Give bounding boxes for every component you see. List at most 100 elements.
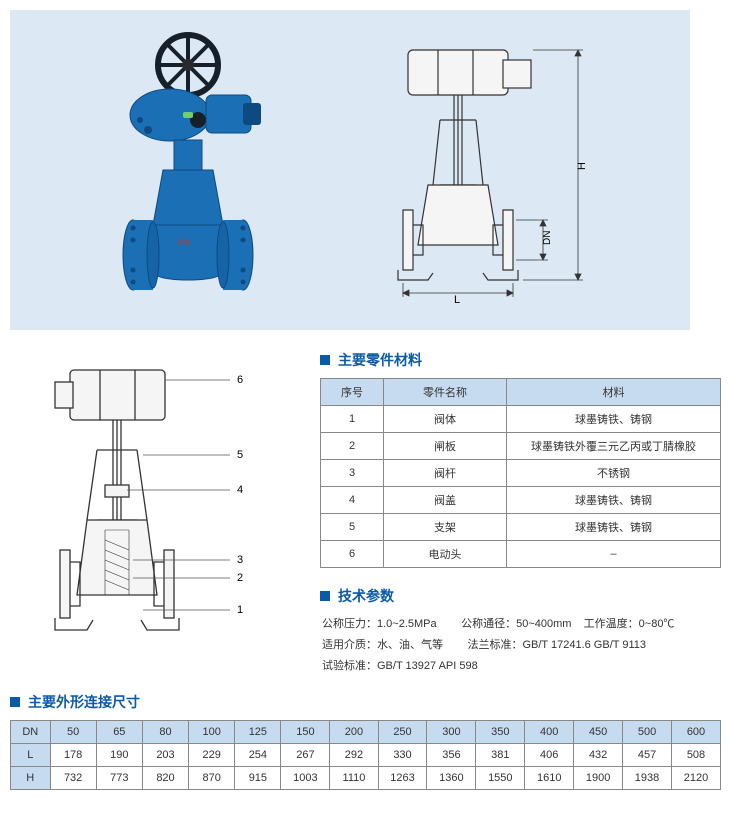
table-cell: 508	[671, 743, 720, 766]
table-row: 2闸板球墨铸铁外覆三元乙丙或丁腈橡胶	[321, 433, 721, 460]
table-cell: 870	[189, 766, 235, 789]
table-cell: 不锈钢	[507, 460, 721, 487]
materials-col: 零件名称	[384, 379, 507, 406]
table-cell: 178	[50, 743, 96, 766]
dimensions-table: DN50658010012515020025030035040045050060…	[10, 720, 721, 790]
tech-flange: 法兰标准：GB/T 17241.6 GB/T 9113	[467, 639, 646, 651]
part-label-6: 6	[237, 374, 243, 386]
table-cell: 773	[96, 766, 142, 789]
svg-text:KM: KM	[178, 238, 190, 247]
tech-test: 试验标准：GB/T 13927 API 598	[322, 660, 478, 672]
dim-col: 400	[525, 720, 574, 743]
tech-medium: 适用介质：水、油、气等	[322, 639, 443, 651]
part-label-3: 3	[237, 554, 243, 566]
materials-table: 序号零件名称材料1阀体球墨铸铁、铸钢2闸板球墨铸铁外覆三元乙丙或丁腈橡胶3阀杆不…	[320, 378, 721, 568]
table-cell: 1	[321, 406, 384, 433]
part-label-2: 2	[237, 572, 243, 584]
dim-col: 200	[330, 720, 378, 743]
table-cell: 4	[321, 487, 384, 514]
dim-label-dn: DN	[542, 231, 553, 245]
table-cell: 电动头	[384, 541, 507, 568]
dim-col: 125	[235, 720, 281, 743]
bullet-icon	[10, 697, 20, 707]
table-row: 3阀杆不锈钢	[321, 460, 721, 487]
table-cell: 1263	[378, 766, 427, 789]
table-cell: 292	[330, 743, 378, 766]
tech-diameter: 公称通径：50~400mm	[461, 618, 571, 630]
table-cell: 闸板	[384, 433, 507, 460]
table-cell: 229	[189, 743, 235, 766]
table-cell: 阀盖	[384, 487, 507, 514]
table-cell: 1610	[525, 766, 574, 789]
table-cell: 1938	[623, 766, 672, 789]
table-cell: –	[507, 541, 721, 568]
tech-params: 公称压力：1.0~2.5MPa 公称通径：50~400mm 工作温度：0~80℃…	[320, 614, 721, 677]
dim-col: 500	[623, 720, 672, 743]
table-cell: 球墨铸铁、铸钢	[507, 406, 721, 433]
dim-col: 80	[142, 720, 188, 743]
table-row: H732773820870915100311101263136015501610…	[11, 766, 721, 789]
table-cell: H	[11, 766, 51, 789]
table-cell: 2	[321, 433, 384, 460]
dim-col: 250	[378, 720, 427, 743]
dimensions-title: 主要外形连接尺寸	[28, 692, 140, 712]
table-cell: L	[11, 743, 51, 766]
table-row: 1阀体球墨铸铁、铸钢	[321, 406, 721, 433]
table-cell: 1550	[476, 766, 525, 789]
parts-schematic: 6 5 4 3 2 1	[10, 345, 300, 665]
dim-col: 65	[96, 720, 142, 743]
materials-col: 序号	[321, 379, 384, 406]
table-cell: 1110	[330, 766, 378, 789]
table-cell: 1360	[427, 766, 476, 789]
table-row: 4阀盖球墨铸铁、铸钢	[321, 487, 721, 514]
table-cell: 5	[321, 514, 384, 541]
table-cell: 2120	[671, 766, 720, 789]
table-row: L178190203229254267292330356381406432457…	[11, 743, 721, 766]
table-cell: 1900	[574, 766, 623, 789]
product-photo: KM	[58, 25, 318, 315]
dim-col: 50	[50, 720, 96, 743]
part-label-5: 5	[237, 449, 243, 461]
materials-title: 主要零件材料	[338, 350, 422, 370]
table-cell: 457	[623, 743, 672, 766]
table-cell: 3	[321, 460, 384, 487]
table-row: 6电动头–	[321, 541, 721, 568]
table-cell: 1003	[281, 766, 330, 789]
table-cell: 190	[96, 743, 142, 766]
materials-col: 材料	[507, 379, 721, 406]
dim-col: 300	[427, 720, 476, 743]
table-cell: 球墨铸铁、铸钢	[507, 487, 721, 514]
table-cell: 203	[142, 743, 188, 766]
dimensions-heading: 主要外形连接尺寸	[10, 692, 721, 712]
tech-heading: 技术参数	[320, 586, 721, 606]
tech-title: 技术参数	[338, 586, 394, 606]
table-cell: 732	[50, 766, 96, 789]
dim-col: 100	[189, 720, 235, 743]
dimension-drawing: H DN L	[373, 30, 643, 310]
part-label-4: 4	[237, 484, 243, 496]
table-cell: 支架	[384, 514, 507, 541]
table-cell: 330	[378, 743, 427, 766]
table-row: 5支架球墨铸铁、铸钢	[321, 514, 721, 541]
part-label-1: 1	[237, 604, 243, 616]
bullet-icon	[320, 591, 330, 601]
table-cell: 432	[574, 743, 623, 766]
table-cell: 406	[525, 743, 574, 766]
table-cell: 381	[476, 743, 525, 766]
dim-col: 150	[281, 720, 330, 743]
dim-col: DN	[11, 720, 51, 743]
dim-label-h: H	[576, 162, 588, 170]
hero-panel: KM	[10, 10, 690, 330]
table-cell: 球墨铸铁、铸钢	[507, 514, 721, 541]
bullet-icon	[320, 355, 330, 365]
table-cell: 球墨铸铁外覆三元乙丙或丁腈橡胶	[507, 433, 721, 460]
table-cell: 254	[235, 743, 281, 766]
materials-heading: 主要零件材料	[320, 350, 721, 370]
tech-pressure: 公称压力：1.0~2.5MPa	[322, 618, 437, 630]
table-cell: 6	[321, 541, 384, 568]
table-cell: 阀杆	[384, 460, 507, 487]
table-cell: 820	[142, 766, 188, 789]
table-cell: 267	[281, 743, 330, 766]
table-cell: 356	[427, 743, 476, 766]
dim-col: 450	[574, 720, 623, 743]
